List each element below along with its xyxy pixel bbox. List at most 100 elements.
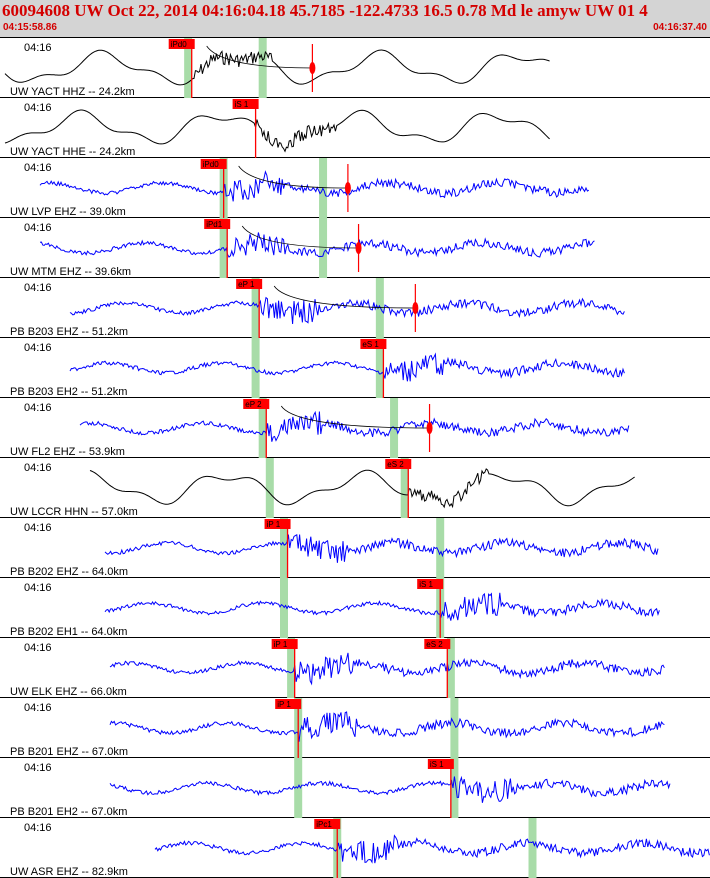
pick-flag[interactable] — [417, 579, 444, 589]
phase-window — [319, 218, 328, 278]
panel-time-label: 04:16 — [24, 162, 52, 174]
trace-panel[interactable]: eS 1 04:16 PB B203 EH2 -- 51.2km — [0, 338, 710, 398]
pick-flag[interactable] — [424, 639, 451, 649]
pick-label: iPd1 — [206, 220, 223, 229]
station-label: PB B202 EH1 -- 64.0km — [10, 626, 127, 638]
trace-panel[interactable]: eP 1 04:16 PB B203 EHZ -- 51.2km — [0, 278, 710, 338]
trace-panel[interactable]: iP 1 eS 2 04:16 UW ELK EHZ -- 66.0km — [0, 638, 710, 698]
panel-time-label: 04:16 — [24, 342, 52, 354]
station-label: UW YACT HHE -- 24.2km — [10, 146, 135, 158]
panel-time-label: 04:16 — [24, 462, 52, 474]
pick-label: eS 2 — [387, 460, 404, 469]
pick-label: iS 1 — [235, 100, 249, 109]
waveform — [109, 775, 671, 803]
window-start-time: 04:15:58.86 — [3, 22, 57, 33]
pick-label: iS 1 — [430, 760, 444, 769]
pick-flag[interactable] — [427, 759, 454, 769]
phase-window — [251, 338, 260, 398]
waveform — [104, 533, 659, 563]
pick-flag[interactable] — [360, 339, 387, 349]
phase-window — [450, 698, 459, 758]
origin-marker-dot — [412, 302, 419, 314]
travel-time-curve — [273, 285, 416, 309]
panel-time-label: 04:16 — [24, 102, 52, 114]
pick-flag[interactable] — [168, 39, 195, 49]
trace-panel[interactable]: iS 1 04:16 PB B201 EH2 -- 67.0km — [0, 758, 710, 818]
panel-time-label: 04:16 — [24, 762, 52, 774]
pick-flag[interactable] — [271, 639, 298, 649]
station-label: PB B203 EH2 -- 51.2km — [10, 386, 127, 398]
trace-panel[interactable]: iS 1 04:16 UW YACT HHE -- 24.2km — [0, 99, 710, 158]
phase-window — [375, 278, 384, 338]
phase-window — [280, 578, 288, 638]
phase-window — [258, 398, 267, 458]
waveform — [79, 410, 630, 442]
panel-time-label: 04:16 — [24, 222, 52, 234]
pick-label: eP 2 — [245, 400, 262, 409]
pick-flag[interactable] — [204, 219, 231, 229]
station-label: PB B201 EHZ -- 67.0km — [10, 746, 128, 758]
phase-window — [436, 518, 445, 578]
waveform — [89, 468, 635, 509]
origin-marker-dot — [355, 242, 362, 254]
window-end-time: 04:16:37.40 — [653, 22, 707, 33]
travel-time-curve — [241, 225, 359, 249]
trace-panel[interactable]: iP 1 04:16 PB B201 EHZ -- 67.0km — [0, 698, 710, 758]
pick-flag[interactable] — [275, 699, 302, 709]
pick-flag[interactable] — [243, 399, 270, 409]
pick-flag[interactable] — [200, 159, 227, 169]
panel-time-label: 04:16 — [24, 402, 52, 414]
waveform — [109, 652, 665, 686]
phase-window — [251, 278, 260, 338]
trace-panel[interactable]: iP 1 04:16 PB B202 EHZ -- 64.0km — [0, 518, 710, 578]
origin-marker-dot — [344, 182, 351, 194]
trace-panel[interactable]: iPd1 04:16 UW MTM EHZ -- 39.6km — [0, 218, 710, 278]
trace-panel[interactable]: iPd0 04:16 UW LVP EHZ -- 39.0km — [0, 158, 710, 218]
waveform — [4, 109, 550, 153]
phase-window — [375, 338, 384, 398]
event-title: 60094608 UW Oct 22, 2014 04:16:04.18 45.… — [2, 1, 648, 20]
pick-label: eS 1 — [362, 340, 379, 349]
station-label: PB B203 EHZ -- 51.2km — [10, 326, 128, 338]
station-label: UW YACT HHZ -- 24.2km — [10, 86, 135, 98]
panel-time-label: 04:16 — [24, 42, 52, 54]
travel-time-curve — [280, 405, 430, 429]
phase-window — [400, 458, 409, 518]
pick-flag[interactable] — [236, 279, 263, 289]
waveform — [39, 170, 590, 202]
pick-label: iP 1 — [274, 640, 288, 649]
seismogram-stack[interactable]: iPd0 04:16 UW YACT HHZ -- 24.2km iS 1 04:16 U… — [0, 38, 710, 878]
panel-time-label: 04:16 — [24, 522, 52, 534]
trace-panel[interactable]: iPd0 04:16 UW YACT HHZ -- 24.2km — [0, 38, 710, 98]
waveform — [69, 296, 625, 325]
station-label: UW ASR EHZ -- 82.9km — [10, 866, 128, 878]
travel-time-curve — [206, 45, 313, 69]
panel-time-label: 04:16 — [24, 282, 52, 294]
phase-window — [265, 458, 274, 518]
pick-label: iPd0 — [171, 40, 188, 49]
phase-window — [450, 758, 459, 818]
station-label: UW ELK EHZ -- 66.0km — [10, 686, 127, 698]
station-label: UW LVP EHZ -- 39.0km — [10, 206, 126, 218]
panel-time-label: 04:16 — [24, 702, 52, 714]
pick-flag[interactable] — [385, 459, 412, 469]
trace-panel[interactable]: eP 2 04:16 UW FL2 EHZ -- 53.9km — [0, 398, 710, 458]
phase-window — [280, 518, 288, 578]
waveform — [104, 592, 660, 621]
station-label: UW FL2 EHZ -- 53.9km — [10, 446, 125, 458]
trace-panel[interactable]: eS 2 04:16 UW LCCR HHN -- 57.0km — [0, 458, 710, 518]
pick-flag[interactable] — [264, 519, 291, 529]
station-label: UW LCCR HHN -- 57.0km — [10, 506, 138, 518]
pick-flag[interactable] — [314, 819, 341, 829]
pick-label: iP 1 — [277, 700, 291, 709]
station-label: PB B201 EH2 -- 67.0km — [10, 806, 127, 818]
pick-label: eP 1 — [238, 280, 255, 289]
event-header: 60094608 UW Oct 22, 2014 04:16:04.18 45.… — [0, 0, 710, 38]
phase-window — [287, 638, 296, 698]
pick-flag[interactable] — [232, 99, 259, 109]
pick-label: iPc1 — [316, 820, 332, 829]
pick-label: iS 1 — [419, 580, 433, 589]
trace-panel[interactable]: iPc1 04:16 UW ASR EHZ -- 82.9km — [0, 818, 710, 878]
trace-panel[interactable]: iS 1 04:16 PB B202 EH1 -- 64.0km — [0, 578, 710, 638]
waveform — [109, 711, 665, 742]
